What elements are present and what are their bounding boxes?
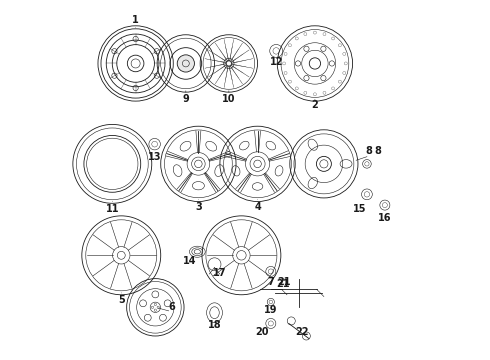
Text: 8: 8	[365, 146, 372, 156]
Text: 10: 10	[222, 94, 236, 104]
Text: 6: 6	[168, 302, 175, 312]
Text: 12: 12	[270, 57, 283, 67]
Text: 4: 4	[254, 202, 261, 212]
Text: 14: 14	[183, 256, 196, 266]
Text: 20: 20	[255, 327, 269, 337]
Text: 13: 13	[148, 152, 161, 162]
Text: 19: 19	[264, 305, 277, 315]
Text: 18: 18	[208, 320, 221, 330]
Text: 2: 2	[312, 100, 318, 110]
Text: 5: 5	[118, 295, 124, 305]
Text: 1: 1	[132, 15, 139, 26]
Circle shape	[177, 55, 195, 72]
Text: 21: 21	[276, 279, 290, 289]
Text: 21: 21	[278, 277, 291, 287]
Text: 22: 22	[295, 327, 309, 337]
Text: 15: 15	[353, 204, 367, 214]
Text: 9: 9	[182, 94, 189, 104]
Text: 16: 16	[378, 213, 392, 222]
Text: 11: 11	[105, 204, 119, 214]
Text: 8: 8	[374, 146, 381, 156]
Text: 17: 17	[213, 267, 227, 278]
Text: 7: 7	[268, 277, 274, 287]
Text: 3: 3	[195, 202, 202, 212]
